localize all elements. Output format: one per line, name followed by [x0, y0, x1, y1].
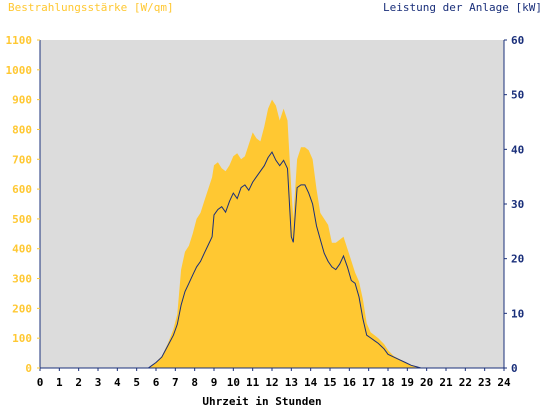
left-tick-label: 900: [12, 94, 32, 107]
x-tick-label: 16: [343, 376, 357, 389]
x-tick-label: 20: [420, 376, 433, 389]
left-tick-label: 300: [12, 273, 32, 286]
x-tick-label: 22: [459, 376, 472, 389]
x-tick-label: 23: [478, 376, 491, 389]
x-tick-label: 9: [211, 376, 218, 389]
x-tick-label: 14: [304, 376, 318, 389]
x-tick-label: 13: [285, 376, 298, 389]
x-tick-label: 17: [362, 376, 375, 389]
left-tick-label: 500: [12, 213, 32, 226]
left-tick-label: 0: [25, 362, 32, 375]
x-tick-label: 7: [172, 376, 179, 389]
left-tick-label: 800: [12, 123, 32, 136]
left-tick-label: 100: [12, 332, 32, 345]
left-tick-label: 1100: [6, 34, 33, 47]
left-tick-label: 600: [12, 183, 32, 196]
right-axis-title: Leistung der Anlage [kW]: [383, 1, 542, 14]
x-tick-label: 19: [401, 376, 414, 389]
right-tick-label: 50: [511, 89, 524, 102]
x-tick-label: 5: [133, 376, 140, 389]
x-tick-label: 12: [265, 376, 278, 389]
x-tick-label: 11: [246, 376, 260, 389]
left-tick-label: 200: [12, 302, 32, 315]
x-tick-label: 18: [381, 376, 394, 389]
x-tick-label: 10: [227, 376, 240, 389]
right-tick-label: 30: [511, 198, 524, 211]
x-axis-label: Uhrzeit in Stunden: [202, 395, 321, 408]
right-tick-label: 0: [511, 362, 518, 375]
x-tick-label: 0: [37, 376, 44, 389]
right-tick-label: 20: [511, 253, 524, 266]
right-tick-label: 40: [511, 143, 524, 156]
left-axis-ticks: 0 100 200 300 400 500 600 700 800 900 1000 1100: [6, 34, 41, 375]
left-tick-label: 400: [12, 243, 32, 256]
right-tick-label: 10: [511, 307, 524, 320]
left-tick-label: 1000: [6, 64, 33, 77]
x-tick-label: 4: [114, 376, 121, 389]
right-tick-label: 60: [511, 34, 524, 47]
left-axis-title: Bestrahlungsstärke [W/qm]: [8, 1, 174, 14]
x-tick-label: 2: [75, 376, 82, 389]
x-tick-label: 8: [191, 376, 198, 389]
x-tick-label: 1: [56, 376, 63, 389]
right-axis-ticks: 0 10 20 30 40 50 60: [504, 34, 524, 375]
left-tick-label: 700: [12, 153, 32, 166]
x-axis-ticks: 0 1 2 3 4 5 6 7 8 9 10 11 12 13 14 15 16 17 18 19 20 21 22 23 24: [37, 368, 511, 389]
x-tick-label: 6: [153, 376, 160, 389]
x-tick-label: 24: [497, 376, 511, 389]
x-tick-label: 15: [323, 376, 336, 389]
x-tick-label: 21: [439, 376, 453, 389]
x-tick-label: 3: [95, 376, 102, 389]
